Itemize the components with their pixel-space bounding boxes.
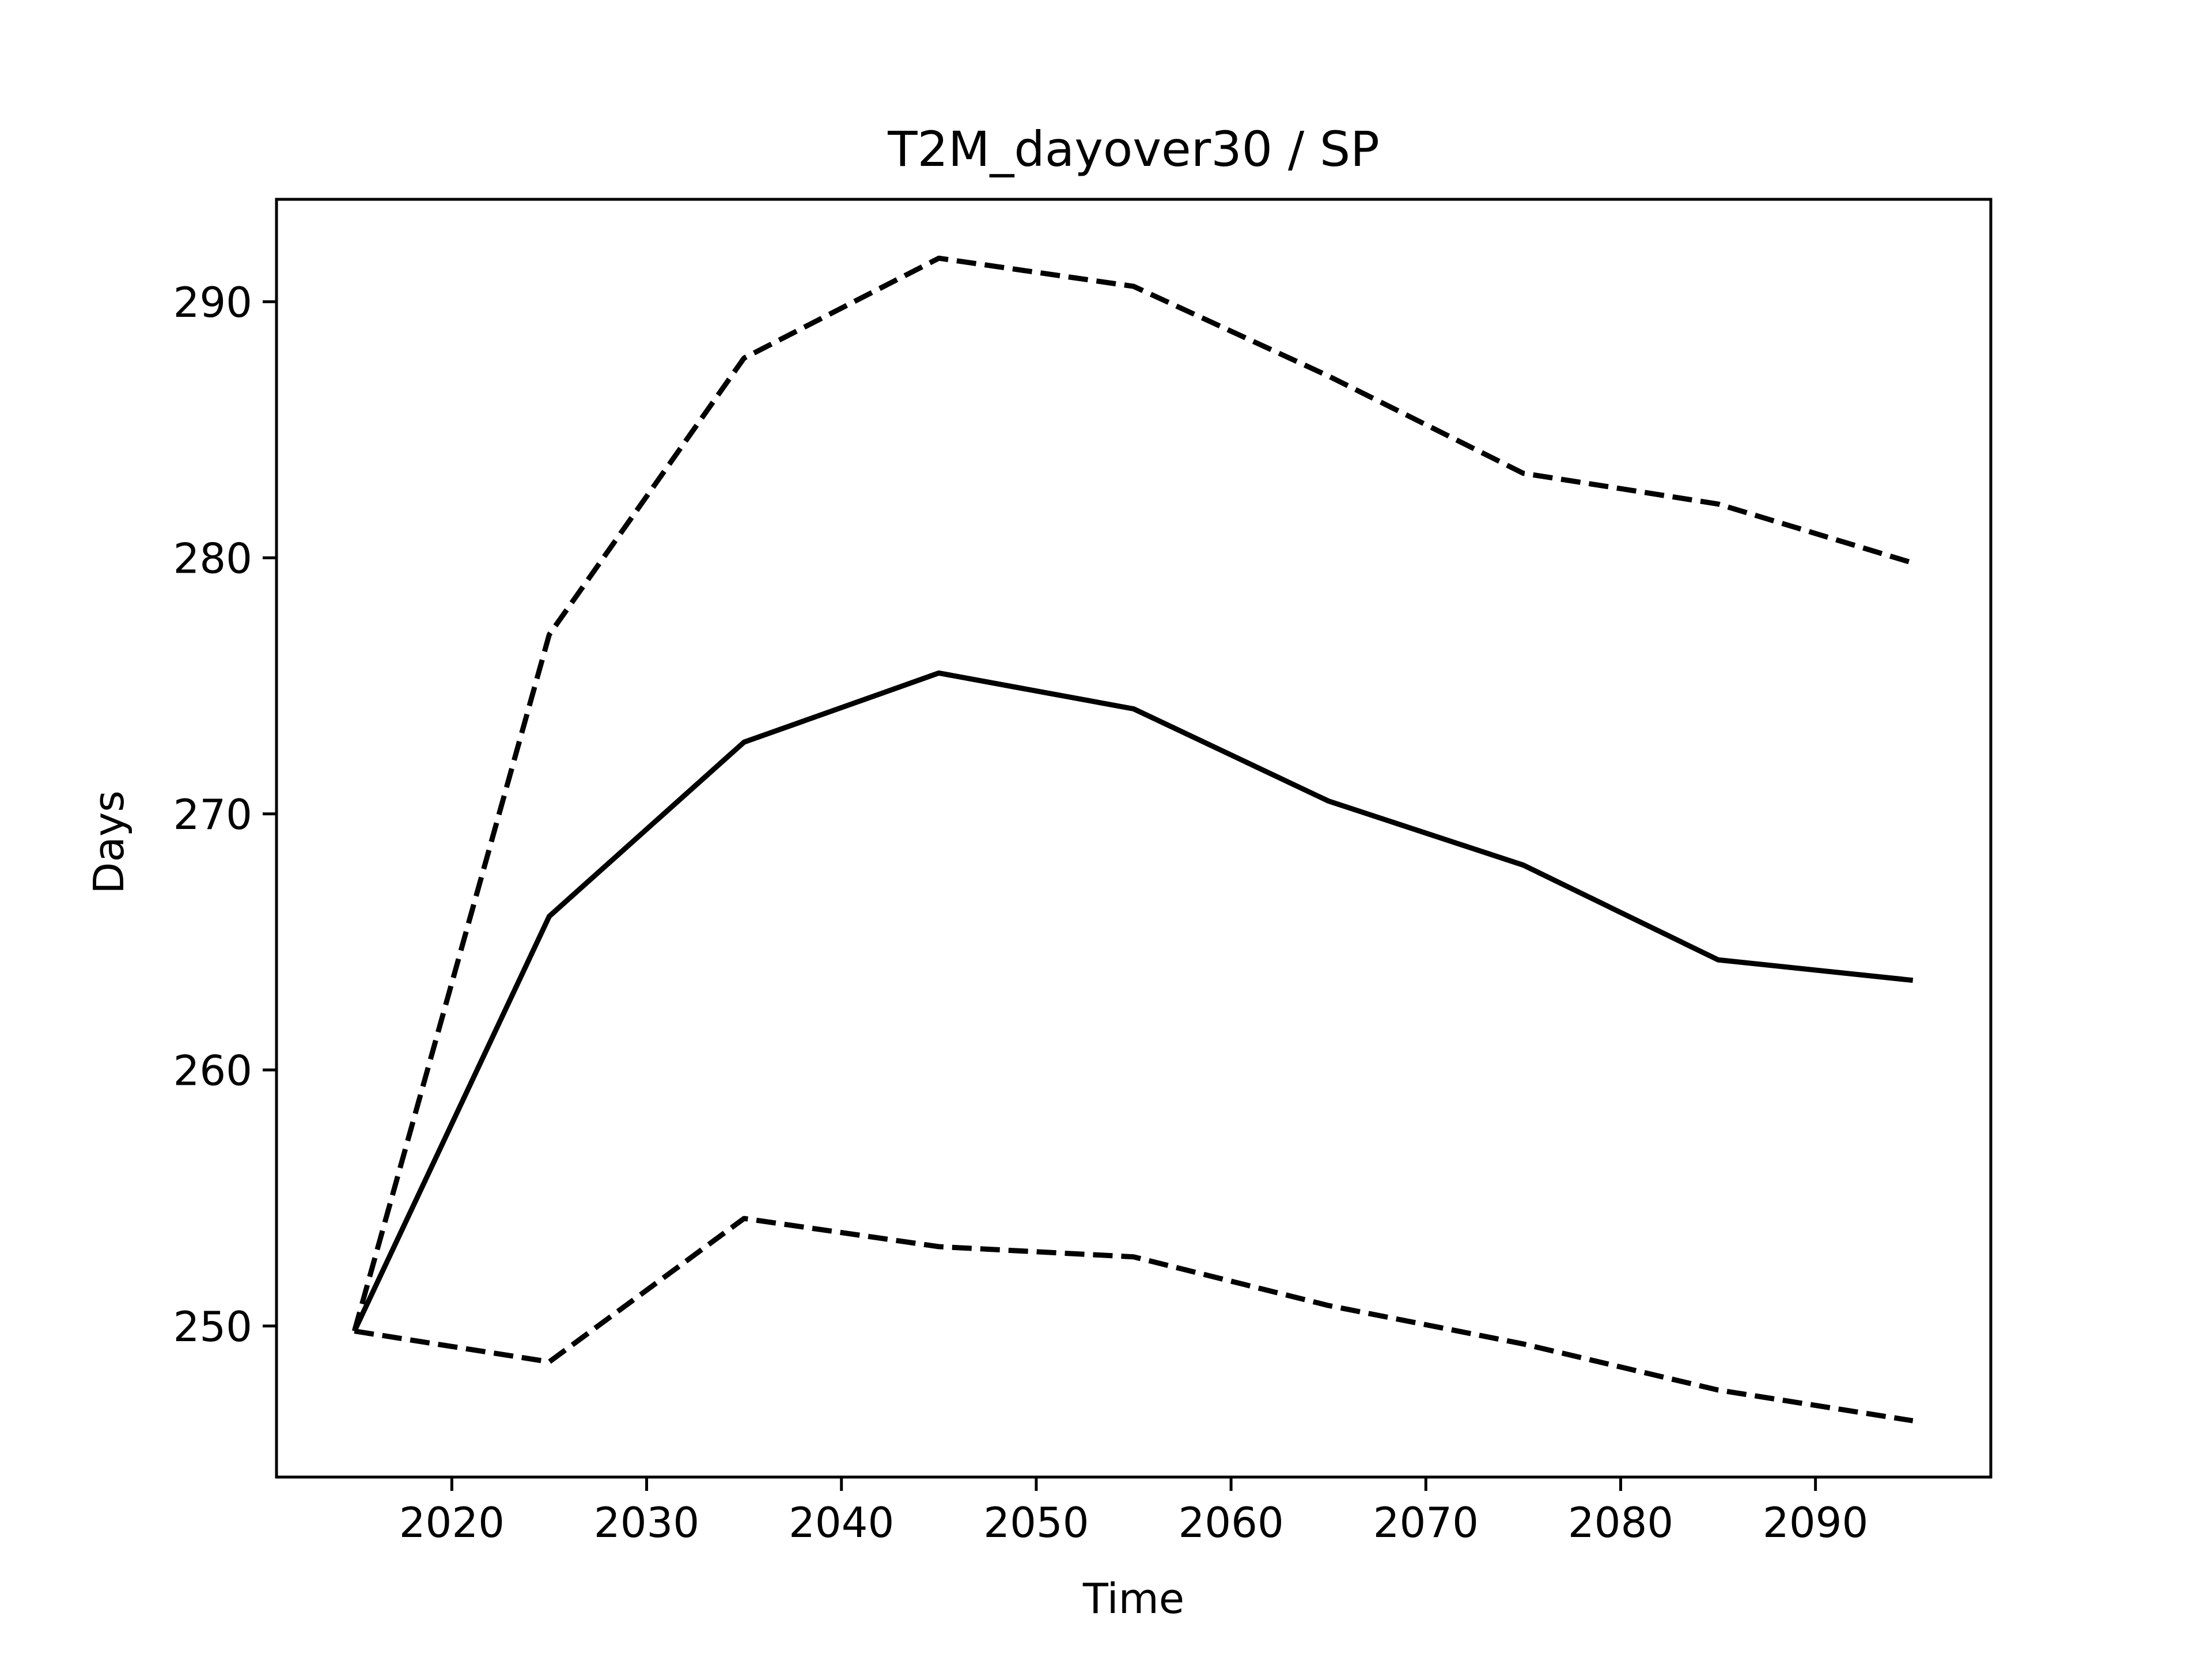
y-axis-label: Days bbox=[85, 790, 133, 894]
axes-frame bbox=[275, 198, 1993, 1479]
y-tick-label: 250 bbox=[173, 1303, 252, 1351]
x-axis-label: Time bbox=[1082, 1574, 1184, 1623]
y-tick-label: 270 bbox=[173, 790, 252, 839]
chart-title: T2M_dayover30 / SP bbox=[887, 121, 1380, 177]
x-tick-label: 2020 bbox=[399, 1498, 505, 1547]
y-tick-label: 260 bbox=[173, 1046, 252, 1095]
dashed-series-line-1 bbox=[351, 255, 1914, 1332]
x-tick-label: 2050 bbox=[983, 1498, 1089, 1547]
dashed-series-line-2 bbox=[354, 1216, 1914, 1424]
x-tick-label: 2090 bbox=[1763, 1498, 1868, 1547]
x-tick-label: 2030 bbox=[594, 1498, 699, 1547]
x-tick-label: 2040 bbox=[789, 1498, 894, 1547]
y-axis-ticks: 250 260 270 280 290 bbox=[173, 278, 276, 1351]
plot-area bbox=[351, 255, 1914, 1424]
x-tick-label: 2070 bbox=[1373, 1498, 1479, 1547]
solid-series-line-0 bbox=[352, 670, 1914, 1332]
x-tick-label: 2080 bbox=[1568, 1498, 1673, 1547]
y-tick-label: 280 bbox=[173, 534, 252, 582]
x-axis-ticks: 2020 2030 2040 2050 2060 2070 2080 2090 bbox=[399, 1477, 1868, 1547]
x-tick-label: 2060 bbox=[1178, 1498, 1283, 1547]
y-tick-label: 290 bbox=[173, 278, 252, 327]
